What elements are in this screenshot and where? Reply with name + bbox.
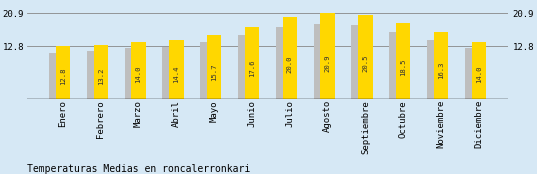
Bar — [93, 45, 108, 99]
Text: 15.7: 15.7 — [211, 63, 217, 81]
Bar — [314, 24, 328, 99]
Bar — [434, 32, 448, 99]
Bar — [389, 32, 404, 99]
Bar — [56, 46, 70, 99]
Bar — [358, 15, 373, 99]
Bar — [321, 13, 335, 99]
Bar — [200, 42, 214, 99]
Bar — [465, 48, 479, 99]
Bar — [169, 40, 184, 99]
Bar — [471, 42, 486, 99]
Bar — [282, 17, 297, 99]
Bar — [245, 27, 259, 99]
Text: 12.8: 12.8 — [60, 68, 66, 85]
Text: 16.3: 16.3 — [438, 62, 444, 80]
Bar — [276, 27, 290, 99]
Bar — [86, 51, 101, 99]
Bar — [351, 25, 366, 99]
Bar — [427, 40, 441, 99]
Text: 14.0: 14.0 — [476, 66, 482, 84]
Text: 20.5: 20.5 — [362, 55, 368, 72]
Text: 17.6: 17.6 — [249, 60, 255, 77]
Bar — [49, 53, 63, 99]
Bar — [132, 42, 146, 99]
Text: 18.5: 18.5 — [400, 58, 406, 76]
Bar — [162, 47, 177, 99]
Text: 13.2: 13.2 — [98, 67, 104, 85]
Bar — [125, 48, 139, 99]
Text: 14.0: 14.0 — [135, 66, 142, 84]
Text: Temperaturas Medias en roncalerronkari: Temperaturas Medias en roncalerronkari — [27, 164, 250, 174]
Text: 14.4: 14.4 — [173, 65, 179, 83]
Text: 20.0: 20.0 — [287, 56, 293, 73]
Bar — [396, 23, 410, 99]
Text: 20.9: 20.9 — [324, 54, 331, 72]
Bar — [238, 35, 252, 99]
Bar — [207, 35, 221, 99]
